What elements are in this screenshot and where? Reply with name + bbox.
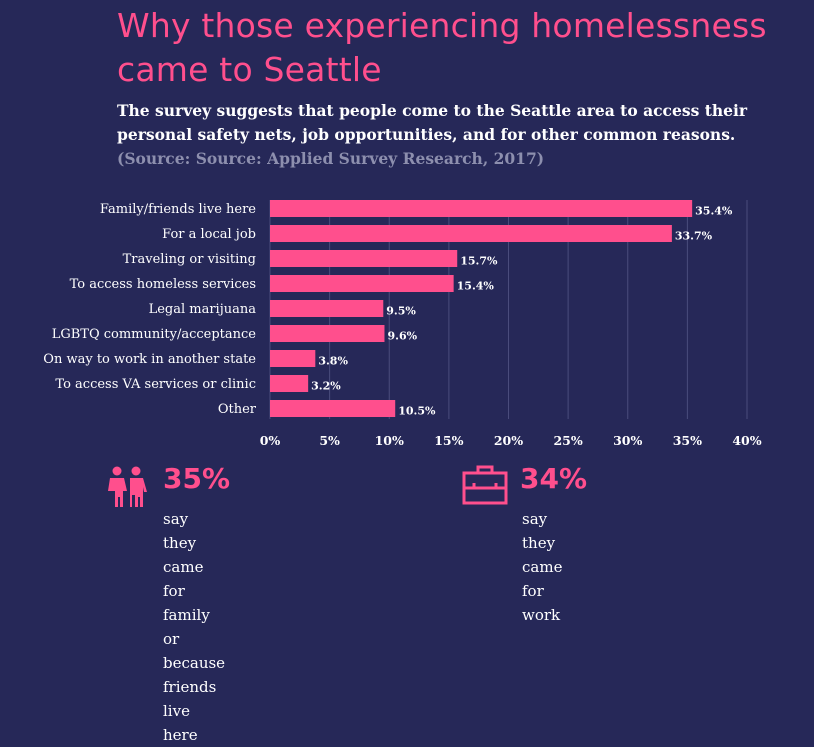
stat-text: for work	[522, 582, 561, 624]
x-tick-label: 10%	[375, 433, 404, 448]
stat-value: 35%	[163, 462, 231, 495]
x-tick-label: 25%	[553, 433, 582, 448]
family-icon	[108, 466, 147, 507]
stat-text: say they came for family or	[163, 510, 210, 648]
chart-subtitle: The survey suggests that people come to …	[117, 101, 748, 144]
value-label: 3.2%	[311, 380, 341, 393]
bar	[270, 400, 396, 417]
category-label: For a local job	[162, 227, 256, 242]
category-label: To access homeless services	[70, 277, 256, 292]
bar	[270, 350, 316, 367]
category-label: Legal marijuana	[149, 302, 257, 317]
category-label: Family/friends live here	[100, 202, 256, 217]
bar	[270, 325, 385, 342]
value-label: 15.4%	[457, 280, 495, 293]
bar	[270, 250, 458, 267]
value-label: 10.5%	[398, 405, 436, 418]
value-label: 33.7%	[675, 230, 713, 243]
value-label: 9.6%	[387, 330, 417, 343]
x-tick-label: 30%	[613, 433, 642, 448]
category-label: Traveling or visiting	[123, 252, 256, 267]
stat-text: say they came	[522, 510, 563, 576]
category-label: LGBTQ community/acceptance	[52, 327, 257, 342]
stat-text: because friends live here	[163, 654, 226, 744]
category-label: Other	[218, 402, 257, 417]
x-tick-label: 5%	[319, 433, 340, 448]
bar	[270, 300, 384, 317]
chart-title: Why those experiencing homelessness came…	[117, 6, 767, 89]
value-label: 9.5%	[386, 305, 416, 318]
category-label: To access VA services or clinic	[55, 377, 256, 392]
source-note: (Source: Source: Applied Survey Research…	[117, 149, 545, 168]
bar	[270, 225, 672, 242]
value-label: 3.8%	[318, 355, 348, 368]
x-tick-label: 20%	[494, 433, 523, 448]
x-tick-label: 0%	[260, 433, 281, 448]
bar	[270, 375, 309, 392]
x-tick-label: 35%	[673, 433, 702, 448]
value-label: 15.7%	[460, 255, 498, 268]
value-label: 35.4%	[695, 205, 733, 218]
bar	[270, 200, 693, 217]
x-tick-label: 40%	[732, 433, 761, 448]
briefcase-icon	[462, 465, 508, 505]
bar	[270, 275, 454, 292]
category-label: On way to work in another state	[43, 352, 256, 367]
x-tick-label: 15%	[434, 433, 463, 448]
stat-value: 34%	[520, 462, 588, 495]
bar-chart: 0% 5% 10% 15% 20% 25% 30% 35% 40% Family/friends …	[43, 200, 762, 448]
